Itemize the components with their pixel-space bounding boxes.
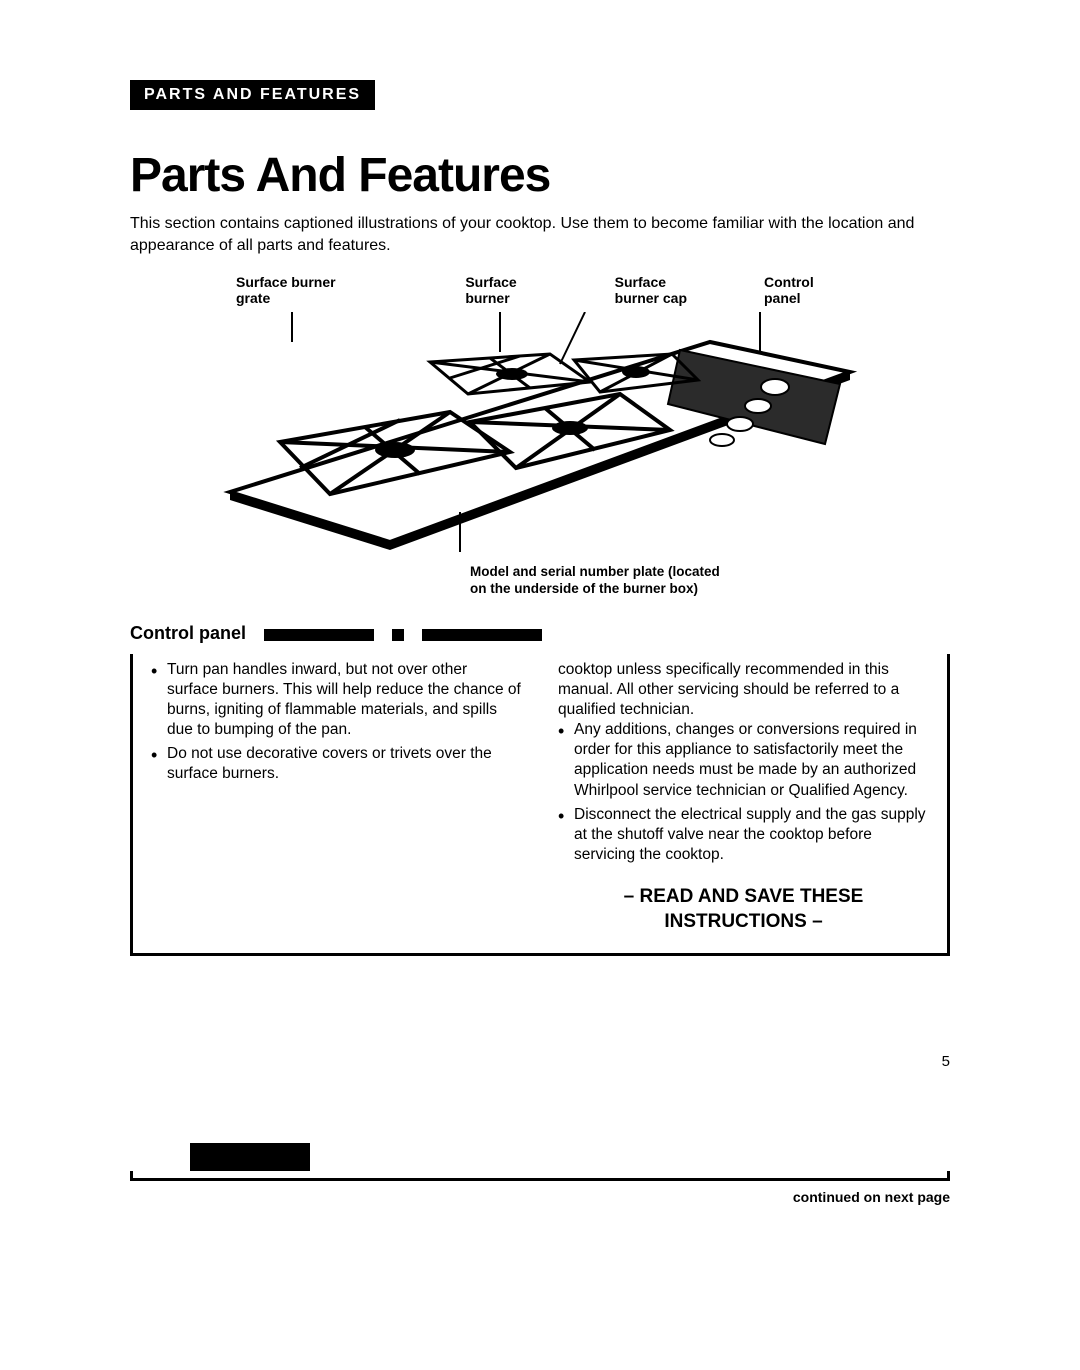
cooktop-diagram: Surface burner grate Surface burner Surf… bbox=[220, 274, 860, 597]
label-surface-burner-cap: Surface burner cap bbox=[615, 274, 695, 306]
footer-rule: continued on next page bbox=[130, 1143, 950, 1205]
subheading-row: Control panel bbox=[130, 623, 950, 648]
subheading-control-panel: Control panel bbox=[130, 623, 246, 644]
diagram-caption: Model and serial number plate (located o… bbox=[470, 564, 730, 596]
continued-note: continued on next page bbox=[130, 1189, 950, 1205]
decorative-bar-icon bbox=[264, 629, 374, 641]
intro-paragraph: This section contains captioned illustra… bbox=[130, 213, 950, 256]
list-item: Turn pan handles inward, but not over ot… bbox=[151, 660, 522, 741]
cooktop-illustration bbox=[220, 312, 860, 552]
list-item: Any additions, changes or conversions re… bbox=[558, 720, 929, 801]
decorative-bar-icon bbox=[190, 1143, 310, 1171]
page-number: 5 bbox=[942, 1053, 950, 1070]
label-control-panel: Control panel bbox=[764, 274, 844, 306]
two-column-body: Turn pan handles inward, but not over ot… bbox=[130, 654, 950, 956]
list-item: Disconnect the electrical supply and the… bbox=[558, 805, 929, 865]
right-column: cooktop unless specifically recommended … bbox=[558, 660, 929, 935]
right-lead-paragraph: cooktop unless specifically recommended … bbox=[558, 660, 929, 720]
label-surface-burner: Surface burner bbox=[465, 274, 545, 306]
decorative-bar-icon bbox=[392, 629, 404, 641]
decorative-bar-icon bbox=[422, 629, 542, 641]
label-surface-burner-grate: Surface burner grate bbox=[236, 274, 356, 306]
read-and-save-instructions: – READ AND SAVE THESE INSTRUCTIONS – bbox=[558, 885, 929, 934]
left-column: Turn pan handles inward, but not over ot… bbox=[151, 660, 522, 935]
list-item: Do not use decorative covers or trivets … bbox=[151, 744, 522, 784]
page-title: Parts And Features bbox=[130, 148, 950, 203]
section-tag: PARTS AND FEATURES bbox=[130, 80, 375, 110]
